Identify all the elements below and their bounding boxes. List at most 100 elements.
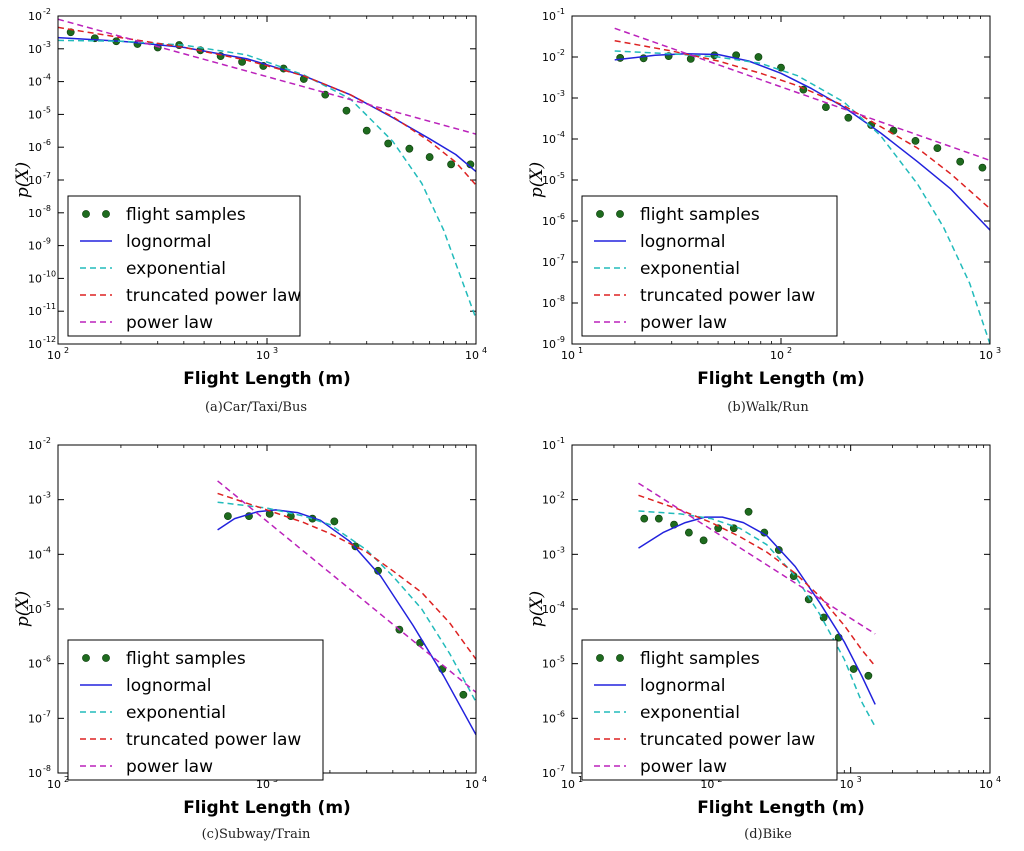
y-tick-exponent: -10 (43, 269, 56, 278)
y-tick-exponent: -6 (557, 709, 565, 718)
sample-point (864, 671, 873, 680)
y-tick-label: 10 (28, 10, 42, 23)
y-tick-label: 10 (542, 439, 556, 452)
sample-point (684, 528, 693, 537)
y-tick-label: 10 (28, 141, 42, 154)
y-tick-exponent: -5 (557, 655, 565, 664)
sample-point (425, 153, 434, 161)
y-tick-exponent: -5 (43, 600, 51, 609)
legend-label-truncated-power-law: truncated power law (126, 730, 301, 750)
sample-point (819, 613, 828, 622)
y-tick-exponent: -3 (557, 89, 565, 98)
y-axis-label: p(X) (527, 162, 547, 198)
x-tick-label: 10 (561, 349, 575, 362)
sample-point (374, 566, 382, 575)
legend-label-lognormal: lognormal (126, 232, 211, 252)
x-tick-exponent: 3 (857, 775, 862, 784)
y-tick-label: 10 (542, 92, 556, 105)
y-tick-exponent: -2 (43, 436, 51, 445)
y-tick-label: 10 (542, 297, 556, 310)
x-tick-exponent: 1 (578, 775, 583, 784)
y-tick-label: 10 (542, 712, 556, 725)
y-axis-label: p(X) (527, 591, 547, 627)
series-line-power-law (217, 480, 476, 693)
legend-label-flight-samples: flight samples (126, 205, 246, 225)
panel-c: 10210310410-810-710-610-510-410-310-2Fli… (0, 423, 512, 846)
series-line-exponential (217, 501, 476, 703)
y-tick-exponent: -5 (43, 105, 51, 114)
sample-point (640, 514, 649, 523)
y-tick-exponent: -3 (43, 40, 51, 49)
legend-label-exponential: exponential (126, 259, 226, 279)
legend-label-power-law: power law (640, 313, 727, 333)
x-axis-label: Flight Length (m) (697, 369, 865, 389)
sample-point (223, 512, 232, 521)
legend-box (67, 195, 301, 337)
legend-label-exponential: exponential (640, 259, 740, 279)
series-layer (614, 27, 990, 344)
x-axis-label: Flight Length (m) (697, 798, 865, 818)
y-tick-label: 10 (542, 215, 556, 228)
panel-d: 10110210310410-710-610-510-410-310-210-1… (512, 423, 1024, 846)
legend-marker-samples (596, 210, 604, 218)
y-tick-label: 10 (28, 548, 42, 561)
y-tick-label: 10 (28, 603, 42, 616)
chart-subway-train: 10210310410-810-710-610-510-410-310-2Fli… (13, 436, 487, 818)
sample-point (654, 514, 663, 523)
y-tick-label: 10 (28, 658, 42, 671)
legend: flight samples lognormal exponential trunca… (581, 195, 838, 337)
x-tick-exponent: 4 (482, 775, 487, 784)
y-tick-label: 10 (28, 439, 42, 452)
y-tick-exponent: -12 (43, 335, 56, 344)
x-tick-exponent: 4 (996, 775, 1001, 784)
y-tick-exponent: -8 (43, 204, 51, 213)
legend-label-power-law: power law (126, 313, 213, 333)
plot-frame (57, 15, 477, 345)
x-tick-exponent: 2 (787, 346, 792, 355)
sample-point (330, 517, 339, 526)
series-line-truncated-power-law (638, 494, 876, 667)
y-tick-exponent: -1 (557, 436, 565, 445)
series-layer (58, 18, 476, 319)
y-tick-exponent: -2 (43, 7, 51, 16)
y-tick-exponent: -7 (43, 709, 51, 718)
y-tick-label: 10 (28, 767, 42, 780)
sample-point (849, 665, 858, 673)
legend: flight samples lognormal exponential trunca… (67, 639, 324, 781)
y-tick-exponent: -5 (557, 171, 565, 180)
series-line-truncated-power-law (217, 492, 476, 660)
y-tick-exponent: -4 (43, 545, 51, 554)
x-tick-label: 10 (700, 778, 714, 791)
x-tick-label: 10 (256, 778, 270, 791)
sample-point (744, 507, 753, 516)
y-tick-exponent: -7 (557, 253, 565, 262)
series-line-lognormal (58, 36, 476, 173)
series-line-power-law (614, 27, 990, 162)
sample-point (384, 139, 393, 148)
x-tick-exponent: 1 (578, 346, 583, 355)
sample-point (978, 163, 987, 172)
y-tick-label: 10 (542, 603, 556, 616)
legend-label-flight-samples: flight samples (640, 205, 760, 225)
x-tick-label: 10 (561, 778, 575, 791)
series-line-power-law (58, 18, 476, 135)
sample-point (342, 106, 351, 115)
x-tick-label: 10 (47, 778, 61, 791)
y-tick-exponent: -6 (43, 655, 51, 664)
chart-group: 10110210310410-710-610-510-410-310-210-1… (527, 436, 1001, 818)
caption-d: (d)Bike (744, 827, 792, 842)
series-line-lognormal (217, 509, 476, 736)
sample-point (362, 126, 371, 135)
sample-point (844, 113, 853, 122)
y-tick-label: 10 (542, 174, 556, 187)
y-tick-label: 10 (542, 494, 556, 507)
legend: flight samples lognormal exponential trunca… (67, 195, 301, 337)
legend-marker-samples (102, 210, 110, 218)
x-tick-label: 10 (465, 778, 479, 791)
chart-walk-run: 10 1 10 2 10 310 -910 -810 -710 -610 -510 -410 -310-… (527, 7, 1001, 389)
x-axis-label: Flight Length (m) (183, 369, 351, 389)
y-tick-label: 10 (28, 305, 42, 318)
series-layer (638, 482, 876, 728)
y-tick-label: 10 (542, 133, 556, 146)
